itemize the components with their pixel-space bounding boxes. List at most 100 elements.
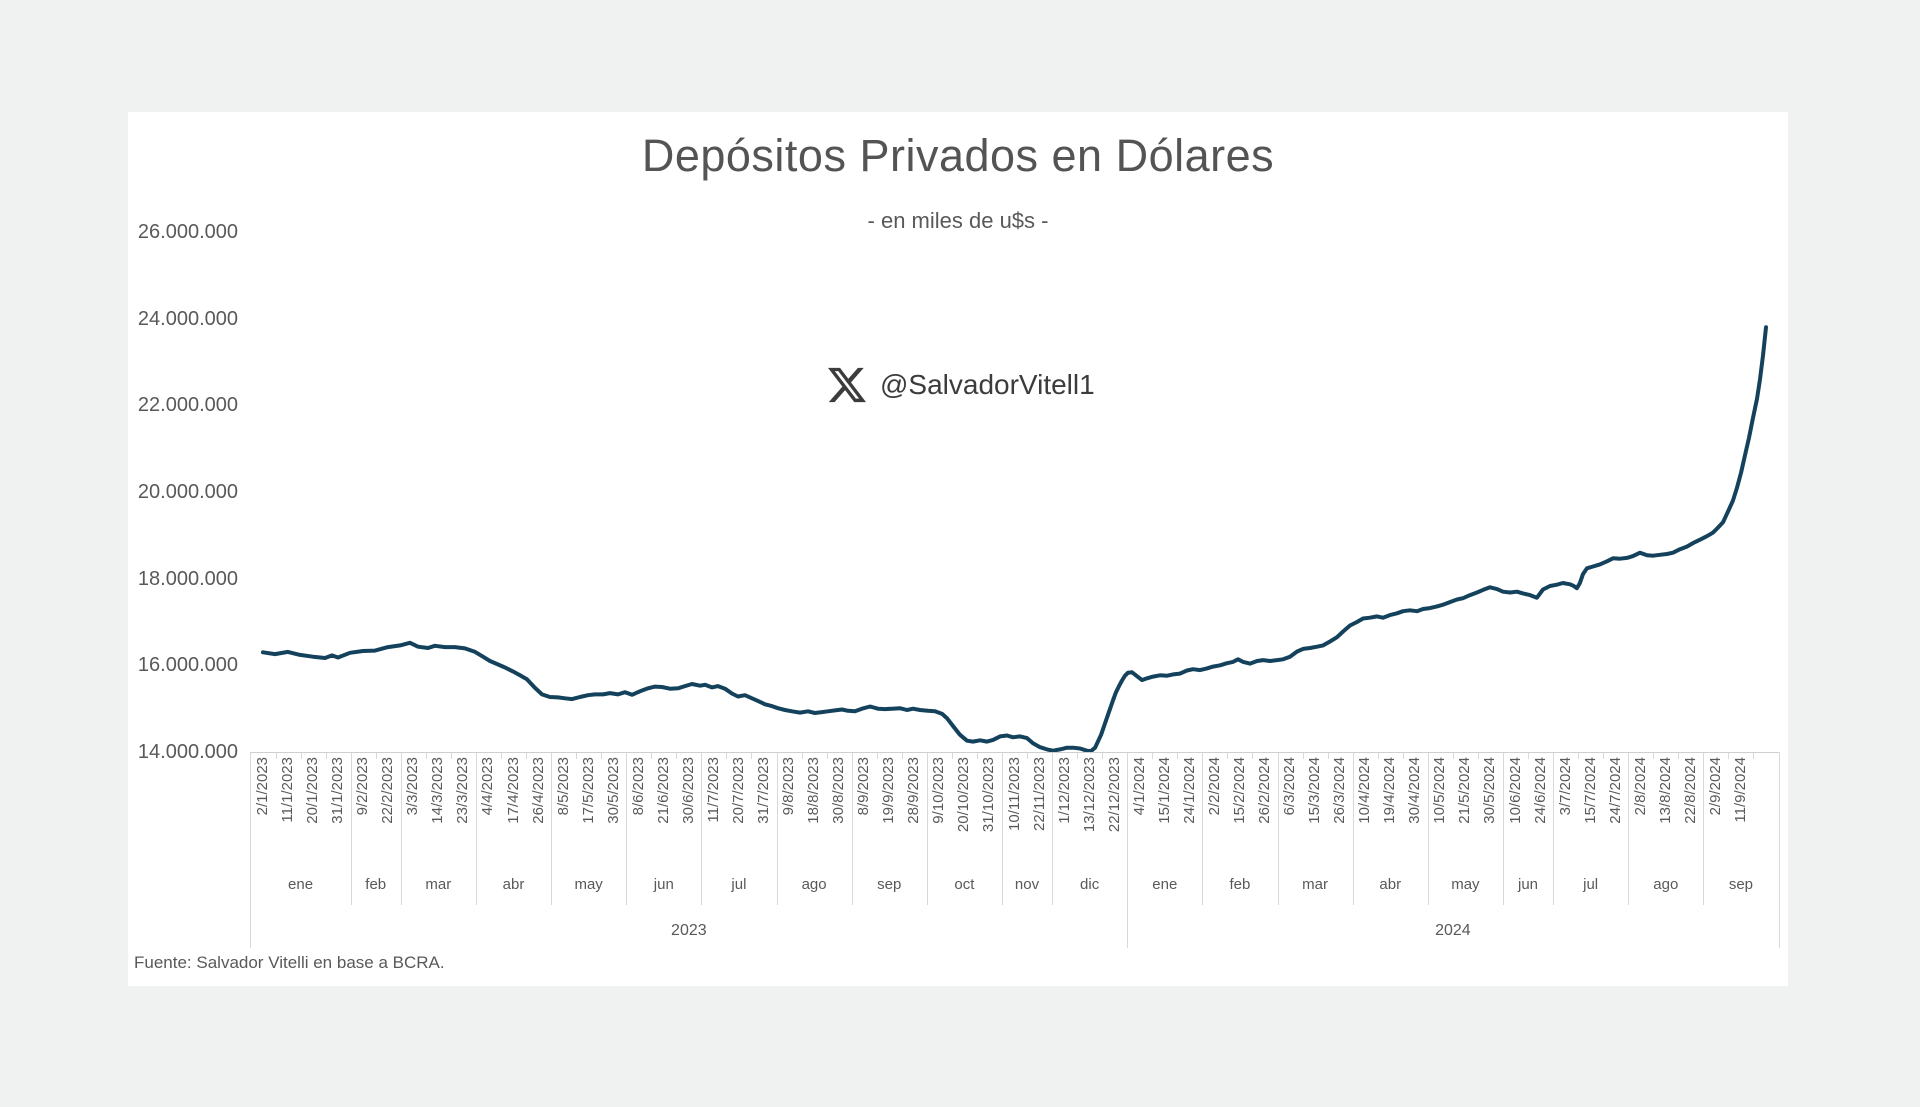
- axis-tick: [425, 752, 427, 759]
- x-axis-date-label: 9/8/2023: [780, 757, 798, 816]
- axis-tick: [1027, 752, 1029, 759]
- x-axis-date-label: 26/4/2023: [529, 757, 547, 824]
- x-axis-date-label: 19/9/2023: [880, 757, 898, 824]
- x-axis-date-label: 13/12/2023: [1080, 757, 1098, 833]
- axis-tick: [1177, 752, 1179, 759]
- month-label-2023-oct: oct: [954, 876, 975, 893]
- x-axis-date-label: 21/5/2024: [1456, 757, 1474, 824]
- month-separator: [1202, 752, 1204, 905]
- x-axis-date-label: 22/11/2023: [1030, 757, 1048, 831]
- axis-tick: [1452, 752, 1454, 759]
- x-axis-date-label: 15/2/2024: [1230, 757, 1248, 824]
- x-axis-date-label: 20/7/2023: [729, 757, 747, 824]
- axis-tick: [1252, 752, 1254, 759]
- x-axis-date-label: 31/7/2023: [755, 757, 772, 824]
- x-axis-date-label: 2/9/2024: [1706, 757, 1724, 816]
- axis-tick: [676, 752, 678, 759]
- x-axis-date-label: 24/1/2024: [1180, 757, 1198, 824]
- chart-title: Depósitos Privados en Dólares: [641, 130, 1275, 181]
- axis-tick: [801, 752, 803, 759]
- axis-tick: [325, 752, 327, 759]
- axis-tick: [1377, 752, 1379, 759]
- x-axis-date-label: 30/4/2024: [1406, 757, 1424, 824]
- month-separator: [1553, 752, 1555, 905]
- x-axis-date-label: 14/3/2023: [429, 757, 447, 824]
- line-chart-plot: [261, 325, 1768, 754]
- axis-tick: [1327, 752, 1329, 759]
- y-axis-label: 26.000.000: [137, 221, 238, 243]
- x-axis-date-label: 2/2/2024: [1205, 757, 1223, 816]
- axis-tick: [300, 752, 302, 759]
- month-separator: [350, 752, 352, 905]
- x-axis-date-label: 10/6/2024: [1506, 757, 1524, 824]
- month-separator: [400, 752, 402, 905]
- year-separator: [1778, 752, 1780, 948]
- axis-tick: [1603, 752, 1605, 759]
- axis-tick: [1227, 752, 1229, 759]
- month-label-2023-jul: jul: [731, 876, 747, 893]
- x-axis-line: [250, 752, 1779, 753]
- x-axis-date-label: 10/5/2024: [1431, 757, 1449, 824]
- axis-tick: [1402, 752, 1404, 759]
- axis-tick: [726, 752, 728, 759]
- axis-tick: [1477, 752, 1479, 759]
- month-separator: [626, 752, 628, 905]
- axis-tick: [1578, 752, 1580, 759]
- month-label-2023-nov: nov: [1014, 876, 1040, 893]
- month-label-2024-sep: sep: [1728, 876, 1754, 893]
- x-axis-date-label: 3/3/2023: [404, 757, 422, 816]
- month-separator: [551, 752, 553, 905]
- axis-tick: [1728, 752, 1730, 759]
- month-separator: [1628, 752, 1630, 905]
- x-axis-date-label: 3/7/2024: [1556, 757, 1574, 816]
- x-axis-date-label: 26/2/2024: [1256, 757, 1273, 824]
- x-axis-date-label: 15/7/2024: [1581, 757, 1599, 824]
- month-label-2024-ene: ene: [1152, 876, 1178, 893]
- axis-tick: [450, 752, 452, 759]
- x-axis-date-label: 23/3/2023: [454, 757, 472, 824]
- month-separator: [1277, 752, 1279, 905]
- y-axis-label: 20.000.000: [137, 481, 238, 503]
- x-axis-date-label: 30/6/2023: [679, 757, 697, 824]
- x-axis-date-label: 9/10/2023: [930, 757, 948, 824]
- x-axis-date-label: 6/3/2024: [1281, 757, 1299, 816]
- x-axis-date-label: 10/4/2024: [1356, 757, 1374, 824]
- x-axis-date-label: 30/8/2023: [830, 757, 848, 824]
- month-separator: [701, 752, 703, 905]
- y-axis-label: 14.000.000: [137, 741, 238, 763]
- x-axis-date-label: 22/8/2024: [1681, 757, 1699, 824]
- x-axis-date-label: 26/3/2024: [1331, 757, 1349, 824]
- x-axis-date-label: 22/2/2023: [379, 757, 397, 824]
- axis-tick: [1528, 752, 1530, 759]
- watermark: @SalvadorVitell1: [828, 362, 1095, 408]
- x-axis-date-label: 28/9/2023: [905, 757, 923, 824]
- x-axis-date-label: 9/2/2023: [354, 757, 372, 816]
- x-axis-date-label: 18/8/2023: [805, 757, 823, 824]
- month-separator: [926, 752, 928, 905]
- x-axis-date-label: 24/7/2024: [1606, 757, 1624, 824]
- x-axis-date-label: 17/4/2023: [504, 757, 522, 824]
- x-axis-date-label: 20/10/2023: [955, 757, 973, 833]
- axis-tick: [576, 752, 578, 759]
- x-axis-date-label: 4/1/2024: [1130, 757, 1148, 816]
- month-label-2023-mar: mar: [425, 876, 452, 893]
- y-axis-label: 16.000.000: [137, 654, 238, 677]
- axis-tick: [375, 752, 377, 759]
- x-axis-date-label: 2/1/2023: [254, 757, 271, 816]
- axis-tick: [826, 752, 828, 759]
- month-label-2024-abr: abr: [1379, 876, 1402, 893]
- x-axis-date-label: 15/3/2024: [1306, 757, 1324, 824]
- x-logo-icon: [828, 367, 866, 403]
- x-axis-date-label: 1/12/2023: [1055, 757, 1073, 824]
- x-axis-date-label: 2/8/2024: [1631, 757, 1649, 816]
- x-axis-date-label: 8/5/2023: [554, 757, 572, 816]
- axis-tick: [500, 752, 502, 759]
- x-axis-date-label: 30/5/2023: [604, 757, 622, 824]
- axis-tick: [601, 752, 603, 759]
- x-axis-date-label: 20/1/2023: [304, 757, 322, 824]
- month-label-2023-may: may: [574, 876, 603, 893]
- axis-tick: [1152, 752, 1154, 759]
- axis-tick: [901, 752, 903, 759]
- month-separator: [851, 752, 853, 905]
- month-separator: [1427, 752, 1429, 905]
